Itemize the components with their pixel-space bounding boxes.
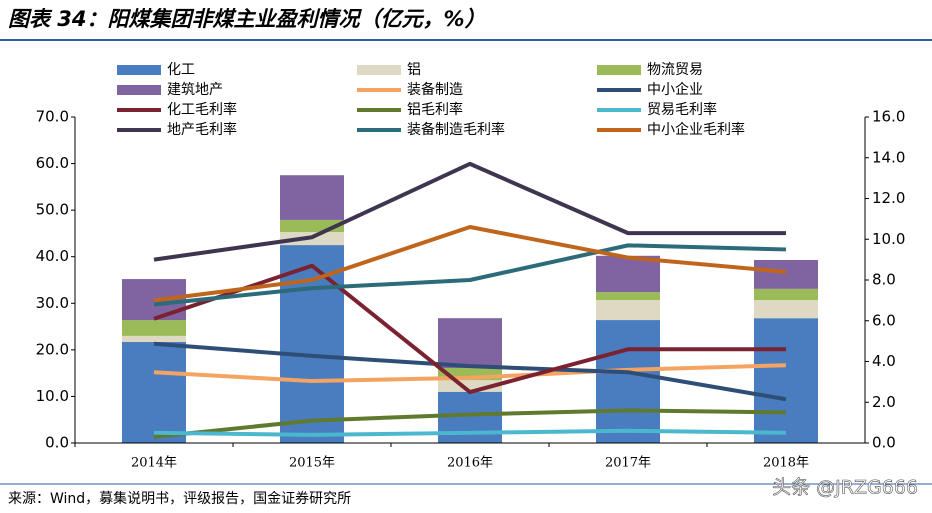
bar xyxy=(122,341,186,443)
legend-label: 贸易毛利率 xyxy=(647,101,717,118)
y-tick-label: 50.0 xyxy=(36,201,69,219)
bar xyxy=(596,300,660,321)
line xyxy=(153,263,786,395)
legend-label: 物流贸易 xyxy=(647,62,703,78)
legend-swatch xyxy=(117,65,161,75)
legend-label: 铝 xyxy=(407,62,421,78)
y2-tick-label: 2.0 xyxy=(872,393,896,411)
line xyxy=(153,341,787,402)
line xyxy=(153,363,787,384)
source: 来源：Wind，募集说明书，评级报告，国金证券研究所 xyxy=(8,490,351,507)
line xyxy=(153,243,787,307)
legend-label: 建筑地产 xyxy=(167,82,223,98)
bar xyxy=(596,292,660,301)
y2-tick-label: 4.0 xyxy=(872,352,896,370)
bar xyxy=(596,255,660,293)
legend-swatch xyxy=(357,65,401,75)
x-tick-label: 2017年 xyxy=(605,456,651,471)
y2-tick-label: 14.0 xyxy=(872,148,905,166)
line xyxy=(153,428,787,437)
x-tick-label: 2016年 xyxy=(447,456,493,471)
legend-label: 中小企业 xyxy=(647,81,703,98)
legend-label: 地产毛利率 xyxy=(167,121,237,138)
line xyxy=(153,225,787,303)
y-tick-label: 30.0 xyxy=(36,294,69,312)
y2-tick-label: 12.0 xyxy=(872,189,905,207)
y-tick-label: 0.0 xyxy=(45,434,69,452)
legend-label: 化工 xyxy=(167,62,195,78)
bar xyxy=(754,300,818,319)
bar xyxy=(754,259,818,289)
y2-tick-label: 8.0 xyxy=(872,271,896,289)
legend-swatch xyxy=(597,65,641,75)
y-tick-label: 20.0 xyxy=(36,340,69,358)
y2-tick-label: 0.0 xyxy=(872,434,896,452)
legend-swatch xyxy=(117,85,161,95)
bar xyxy=(280,175,344,220)
y-tick-label: 60.0 xyxy=(36,154,69,172)
y-tick-label: 70.0 xyxy=(36,108,69,126)
legend-label: 装备制造 xyxy=(407,81,463,98)
bar xyxy=(438,380,502,392)
y-tick-label: 40.0 xyxy=(36,247,69,265)
line xyxy=(153,161,786,262)
legend-label: 装备制造毛利率 xyxy=(407,121,505,138)
bar xyxy=(122,320,186,336)
chart-title: 图表 34：阳煤集团非煤主业盈利情况（亿元，%） xyxy=(8,7,486,31)
legend-label: 化工毛利率 xyxy=(167,101,237,118)
bar xyxy=(754,318,818,443)
legend-label: 铝毛利率 xyxy=(407,101,463,118)
y2-tick-label: 10.0 xyxy=(872,230,905,248)
x-tick-label: 2018年 xyxy=(763,456,809,471)
legend-label: 中小企业毛利率 xyxy=(647,121,745,138)
y-tick-label: 10.0 xyxy=(36,387,69,405)
y2-tick-label: 6.0 xyxy=(872,311,896,329)
bar xyxy=(754,288,818,301)
line xyxy=(153,408,787,439)
y2-tick-label: 16.0 xyxy=(872,108,905,126)
watermark: 头条 @JRZG666 xyxy=(772,477,918,499)
bar xyxy=(596,320,660,443)
x-tick-label: 2014年 xyxy=(131,456,177,471)
bar xyxy=(122,335,186,342)
x-tick-label: 2015年 xyxy=(289,456,335,471)
bar xyxy=(438,318,502,369)
bar xyxy=(438,391,502,443)
